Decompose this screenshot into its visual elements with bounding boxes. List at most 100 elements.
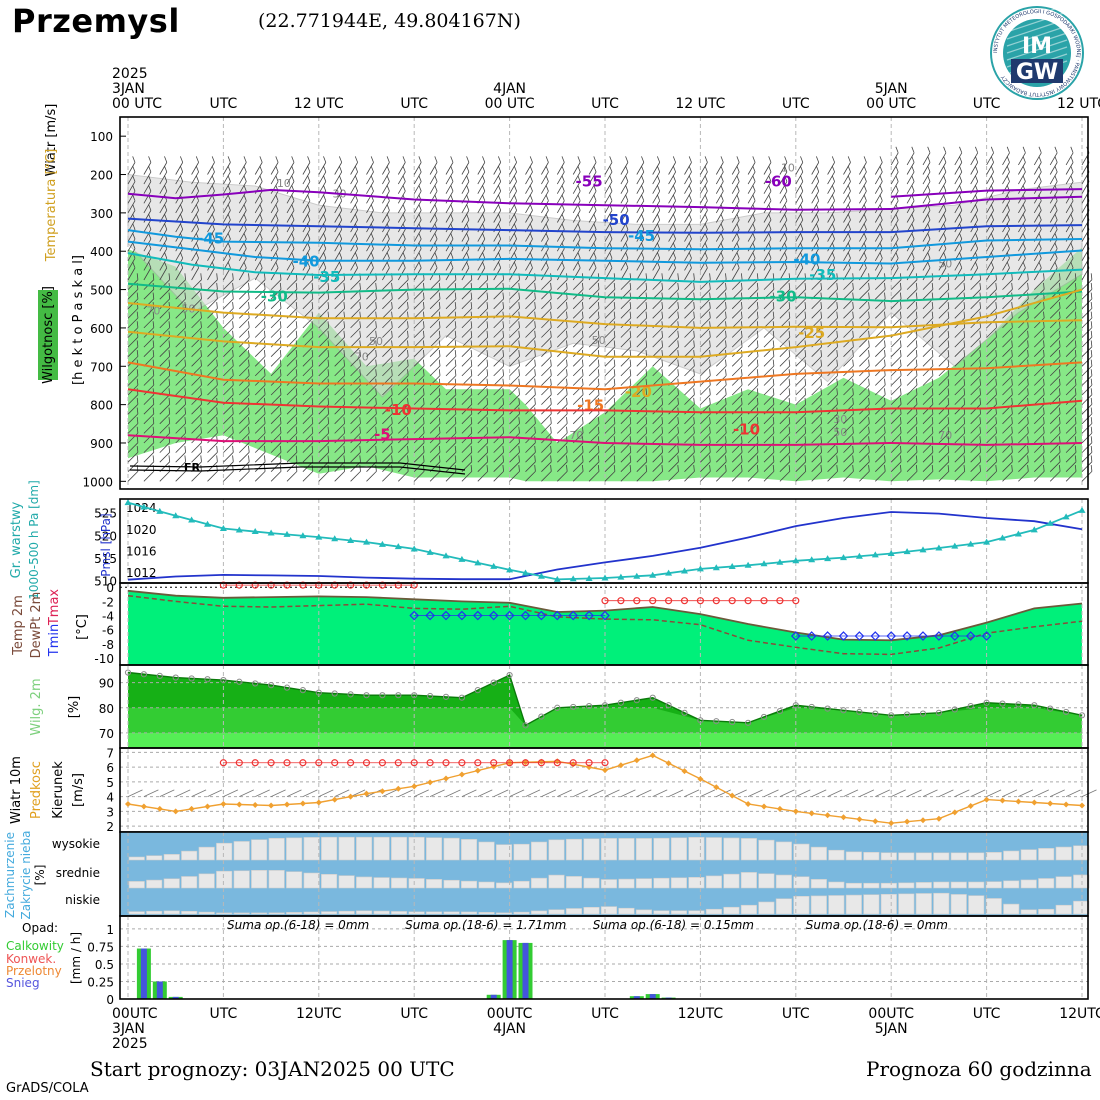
wind-barb-staff xyxy=(350,404,361,415)
wind-barb xyxy=(238,261,247,281)
wind-barb-flag xyxy=(227,261,231,269)
wind-barb-staff xyxy=(350,423,361,434)
wind-barb-staff xyxy=(270,365,282,377)
wind-barb xyxy=(175,349,186,367)
wind-barb xyxy=(334,417,345,434)
humidity-contour-label: 30 xyxy=(833,413,847,426)
wind-barb-flag xyxy=(195,223,199,230)
wind-barb xyxy=(302,445,314,463)
wind-barb-staff xyxy=(254,346,266,357)
wind-barb-flag xyxy=(327,407,330,414)
wind-barb xyxy=(223,273,234,290)
wind-barb-flag xyxy=(136,445,139,453)
wind-barb-flag xyxy=(168,417,171,424)
wind-barb-flag xyxy=(148,185,152,192)
wind-barb-staff xyxy=(127,336,139,348)
wind-barb xyxy=(238,213,247,233)
wind-barb xyxy=(302,194,311,214)
wind-barb-flag xyxy=(216,292,218,299)
wind-barb-flag xyxy=(248,455,250,462)
wind-barb-flag xyxy=(275,232,279,240)
wind-barb-flag xyxy=(343,369,345,376)
wind-barb-staff xyxy=(239,356,250,367)
wind-barb-flag xyxy=(323,204,327,211)
wind-barb xyxy=(127,369,139,386)
wind-barb-staff xyxy=(302,423,314,434)
wind-barb-staff xyxy=(286,162,295,175)
wind-barb-flag xyxy=(375,292,377,299)
pressure-tick-label: 1000 xyxy=(82,475,113,489)
station-name: Przemysl xyxy=(12,2,180,40)
wind-barb-staff xyxy=(350,413,361,425)
wind-barb-flag xyxy=(359,349,361,357)
wind-barb-flag xyxy=(136,340,139,347)
wind-barb-staff xyxy=(254,394,266,405)
bottom-time-label: UTC xyxy=(591,1006,619,1022)
wind-barb-staff xyxy=(286,413,298,425)
wind-barb xyxy=(350,292,361,310)
wind-barb xyxy=(366,165,374,185)
wind-barb-staff xyxy=(127,423,139,434)
wind-barb-flag xyxy=(216,417,218,424)
wind-barb-flag xyxy=(232,417,234,424)
wind-barb xyxy=(270,349,282,367)
wind-barb-flag xyxy=(148,175,152,182)
wind-barb-staff xyxy=(350,356,361,367)
wind-barb-flag xyxy=(327,426,330,434)
wind-barb-flag xyxy=(184,407,186,414)
wind-barb xyxy=(127,417,139,434)
wind-barb-flag xyxy=(354,213,358,221)
wind-barb xyxy=(191,349,202,367)
wind-barb xyxy=(254,261,263,281)
wind-barb-flag xyxy=(136,407,139,414)
wind-barb-flag xyxy=(168,282,171,290)
wind-barb-staff xyxy=(350,384,361,396)
wind-barb-staff xyxy=(366,365,377,377)
wind-barb-staff xyxy=(334,404,345,415)
wind-barb-staff xyxy=(223,200,231,214)
wind-barb xyxy=(270,369,282,386)
wind-barb-staff xyxy=(143,248,152,261)
wind-barb-staff xyxy=(191,327,202,338)
wind-barb-staff xyxy=(175,471,186,482)
wind-barb-staff xyxy=(143,317,155,329)
wind-barb xyxy=(143,397,155,415)
wind-barb xyxy=(334,321,345,338)
wind-barb-staff xyxy=(254,210,263,223)
wind-barb-flag xyxy=(200,311,202,319)
wind-barb-staff xyxy=(207,267,215,281)
wind-barb-staff xyxy=(238,267,247,281)
wind-barb-flag xyxy=(291,232,295,240)
wind-barb-flag xyxy=(168,407,171,414)
humidity-contour-label: 70 xyxy=(355,351,369,364)
wind-barb-flag xyxy=(370,261,374,269)
wind-barb-flag xyxy=(216,455,218,462)
wind-barb-flag xyxy=(391,311,393,319)
wind-barb-flag xyxy=(227,232,231,240)
wind-barb xyxy=(366,330,377,348)
wind-barb xyxy=(143,369,155,386)
wind-barb xyxy=(382,292,393,310)
wind-barb xyxy=(254,397,266,415)
wind-barb-staff xyxy=(334,452,345,463)
top-time-label: 00 UTC xyxy=(866,96,916,112)
wind-barb xyxy=(175,378,186,396)
wind-barb-staff xyxy=(143,258,152,271)
wind-barb-flag xyxy=(148,232,152,240)
wind-barb-staff xyxy=(302,238,311,252)
wind-barb-staff xyxy=(175,375,186,386)
wind-barb-staff xyxy=(159,181,168,194)
wind-barb-staff xyxy=(175,317,186,329)
wind-barb-staff xyxy=(286,356,298,367)
wind-barb-flag xyxy=(152,426,155,434)
wind-barb-staff xyxy=(334,279,345,290)
wind-barb xyxy=(270,330,282,348)
wind-barb-staff xyxy=(239,423,250,434)
wind-barb xyxy=(270,156,279,175)
wind-barb-flag xyxy=(195,252,199,259)
wind-barb-flag xyxy=(291,213,295,221)
wind-barb-staff xyxy=(207,258,215,271)
wind-barb xyxy=(350,175,358,194)
wind-barb-flag xyxy=(232,330,234,338)
wind-barb-flag xyxy=(291,194,295,201)
